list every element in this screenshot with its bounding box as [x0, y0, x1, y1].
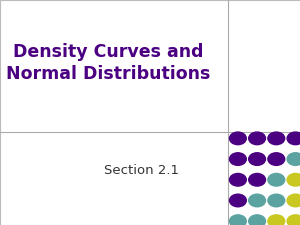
- Circle shape: [268, 153, 285, 165]
- Circle shape: [268, 173, 285, 186]
- Circle shape: [249, 215, 266, 225]
- Circle shape: [287, 153, 300, 165]
- Circle shape: [287, 215, 300, 225]
- Circle shape: [230, 194, 246, 207]
- Circle shape: [249, 132, 266, 145]
- Circle shape: [249, 153, 266, 165]
- Circle shape: [230, 132, 246, 145]
- Circle shape: [268, 132, 285, 145]
- Circle shape: [230, 173, 246, 186]
- Text: Density Curves and
Normal Distributions: Density Curves and Normal Distributions: [6, 43, 210, 83]
- Circle shape: [230, 215, 246, 225]
- Circle shape: [268, 215, 285, 225]
- Circle shape: [249, 173, 266, 186]
- Circle shape: [268, 194, 285, 207]
- Circle shape: [287, 132, 300, 145]
- Circle shape: [230, 153, 246, 165]
- Circle shape: [287, 194, 300, 207]
- Circle shape: [249, 194, 266, 207]
- Circle shape: [287, 173, 300, 186]
- Text: Section 2.1: Section 2.1: [103, 164, 178, 178]
